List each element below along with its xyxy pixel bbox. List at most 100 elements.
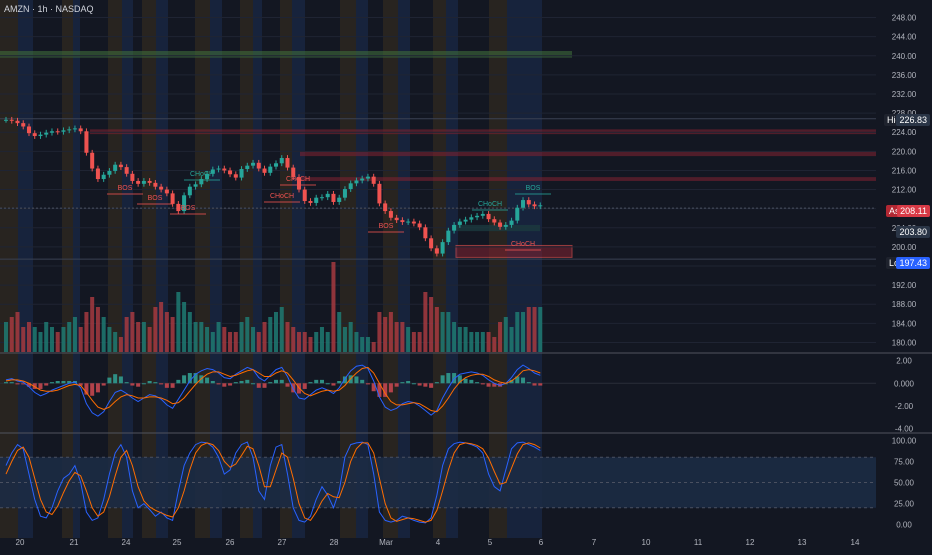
macd-hist-bar-36 <box>210 381 215 384</box>
macd-hist-bar-43 <box>251 383 256 385</box>
macd-tick-label-0: 2.00 <box>896 357 912 366</box>
structure-label-choch-9: CHoCH <box>511 241 535 248</box>
candle-body-74 <box>429 238 434 249</box>
candle-body-22 <box>130 173 135 181</box>
macd-hist-bar-7 <box>44 383 49 386</box>
candle-body-76 <box>440 242 445 254</box>
volume-bar-89 <box>515 312 520 352</box>
candle-body-28 <box>164 189 169 194</box>
volume-bar-60 <box>348 322 353 352</box>
candle-body-5 <box>32 133 37 137</box>
price-tick-label-17: 180.00 <box>892 338 917 347</box>
volume-bar-18 <box>107 327 112 352</box>
volume-bar-19 <box>113 332 118 352</box>
candle-body-67 <box>388 211 393 218</box>
volume-bar-10 <box>61 327 66 352</box>
candle-body-49 <box>285 158 290 168</box>
candle-body-54 <box>314 197 319 203</box>
volume-bar-66 <box>383 317 388 352</box>
volume-bar-37 <box>216 322 221 352</box>
macd-hist-bar-84 <box>486 383 491 387</box>
volume-bar-86 <box>498 322 503 352</box>
macd-hist-bar-42 <box>245 379 250 384</box>
volume-bar-5 <box>32 327 37 352</box>
x-tick-label-9: 5 <box>488 538 493 547</box>
volume-bar-84 <box>486 332 491 352</box>
candle-body-66 <box>383 203 388 212</box>
volume-bar-9 <box>55 332 60 352</box>
candle-body-93 <box>538 205 543 207</box>
volume-bar-72 <box>417 332 422 352</box>
candle-body-43 <box>251 162 256 166</box>
macd-tick-label-1: 0.000 <box>894 379 915 388</box>
candle-body-45 <box>262 168 267 173</box>
mid-price-tag: 203.80 <box>896 226 930 238</box>
candle-body-42 <box>245 165 250 170</box>
low-price-tag: 197.43 <box>896 257 930 269</box>
macd-hist-bar-85 <box>492 383 497 387</box>
candle-body-84 <box>486 213 491 220</box>
volume-bar-6 <box>38 332 43 352</box>
volume-bar-15 <box>90 297 95 352</box>
macd-hist-bar-14 <box>84 383 89 395</box>
macd-hist-bar-73 <box>423 383 428 387</box>
candle-body-15 <box>90 152 95 169</box>
volume-bar-93 <box>538 307 543 352</box>
volume-bar-64 <box>371 342 376 352</box>
volume-bar-53 <box>308 337 313 352</box>
macd-hist-bar-19 <box>113 374 118 384</box>
structure-label-choch-4: CHoCH <box>270 193 294 200</box>
macd-hist-bar-71 <box>411 383 416 385</box>
session-band-6 <box>142 0 156 538</box>
macd-hist-bar-23 <box>136 383 141 387</box>
macd-hist-bar-11 <box>67 381 72 384</box>
price-tick-label-6: 224.00 <box>892 128 917 137</box>
candle-body-52 <box>302 189 307 202</box>
candle-body-47 <box>274 163 279 167</box>
price-tick-label-14: 192.00 <box>892 281 917 290</box>
macd-hist-bar-83 <box>480 383 485 385</box>
candle-body-36 <box>210 169 215 174</box>
volume-bar-21 <box>124 317 129 352</box>
x-tick-label-14: 12 <box>746 538 755 547</box>
volume-bar-74 <box>429 297 434 352</box>
macd-hist-bar-13 <box>78 383 83 386</box>
price-tick-label-1: 244.00 <box>892 33 917 42</box>
macd-hist-bar-35 <box>205 377 210 384</box>
candle-body-27 <box>159 186 164 190</box>
candle-body-11 <box>67 129 72 131</box>
macd-hist-bar-2 <box>15 383 20 385</box>
macd-hist-bar-66 <box>383 383 388 397</box>
volume-bar-41 <box>239 322 244 352</box>
stoch-tick-label-4: 0.00 <box>896 521 912 530</box>
session-band-18 <box>433 0 446 538</box>
volume-bar-85 <box>492 337 497 352</box>
session-band-21 <box>507 0 524 538</box>
macd-hist-bar-92 <box>532 383 537 386</box>
candle-body-46 <box>268 166 273 173</box>
candle-body-64 <box>371 176 376 184</box>
session-band-5 <box>122 0 133 538</box>
macd-hist-bar-80 <box>463 378 468 384</box>
x-tick-label-7: Mar <box>379 538 393 547</box>
volume-bar-22 <box>130 312 135 352</box>
session-band-9 <box>210 0 222 538</box>
volume-bar-48 <box>279 307 284 352</box>
macd-hist-bar-57 <box>331 383 336 386</box>
candle-body-35 <box>205 173 210 180</box>
volume-bar-61 <box>354 332 359 352</box>
volume-bar-92 <box>532 307 537 352</box>
x-tick-label-5: 27 <box>278 538 287 547</box>
candle-body-1 <box>9 119 14 121</box>
candle-body-72 <box>417 223 422 228</box>
volume-bar-40 <box>233 332 238 352</box>
macd-hist-bar-58 <box>337 381 342 384</box>
candle-body-8 <box>49 131 54 133</box>
macd-hist-bar-48 <box>279 379 284 384</box>
candle-body-71 <box>411 221 416 224</box>
volume-bar-56 <box>325 332 330 352</box>
session-band-22 <box>524 0 542 538</box>
volume-bar-70 <box>406 327 411 352</box>
